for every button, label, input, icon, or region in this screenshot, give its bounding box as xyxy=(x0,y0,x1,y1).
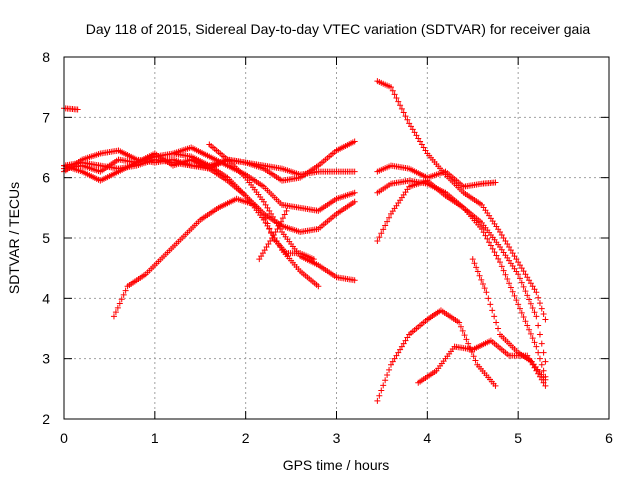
x-tick-label: 6 xyxy=(605,430,613,446)
axis-ticks: 0 1 2 3 4 5 6 2 3 4 5 6 7 8 xyxy=(42,49,613,446)
x-tick-label: 5 xyxy=(514,430,522,446)
y-axis-label: SDTVAR / TECUs xyxy=(6,182,22,294)
data-points xyxy=(61,78,549,404)
series-s13 xyxy=(374,177,549,365)
x-tick-label: 3 xyxy=(333,430,341,446)
y-tick-label: 8 xyxy=(42,49,50,65)
y-tick-label: 5 xyxy=(42,230,50,246)
data-point-markers xyxy=(256,207,290,263)
series-s9 xyxy=(256,207,290,263)
y-tick-label: 6 xyxy=(42,170,50,186)
data-point-markers xyxy=(469,256,549,383)
x-axis-label: GPS time / hours xyxy=(283,457,390,473)
x-tick-label: 2 xyxy=(242,430,250,446)
x-tick-label: 4 xyxy=(423,430,431,446)
series-s6 xyxy=(206,141,358,284)
data-point-markers xyxy=(374,78,549,323)
y-tick-label: 4 xyxy=(42,290,50,306)
series-s16 xyxy=(469,256,549,383)
chart-title: Day 118 of 2015, Sidereal Day-to-day VTE… xyxy=(86,21,591,37)
series-s14 xyxy=(374,307,499,404)
data-point-markers xyxy=(206,141,358,284)
data-point-markers xyxy=(110,195,317,320)
data-point-markers xyxy=(374,177,549,365)
y-tick-label: 7 xyxy=(42,109,50,125)
y-tick-label: 2 xyxy=(42,411,50,427)
x-tick-label: 1 xyxy=(151,430,159,446)
x-tick-label: 0 xyxy=(60,430,68,446)
data-point-markers xyxy=(374,162,499,190)
series-s10 xyxy=(374,78,549,323)
grid-lines xyxy=(64,57,609,419)
series-s11 xyxy=(374,162,499,190)
data-point-markers xyxy=(374,307,499,404)
y-tick-label: 3 xyxy=(42,351,50,367)
series-s8 xyxy=(110,195,317,320)
